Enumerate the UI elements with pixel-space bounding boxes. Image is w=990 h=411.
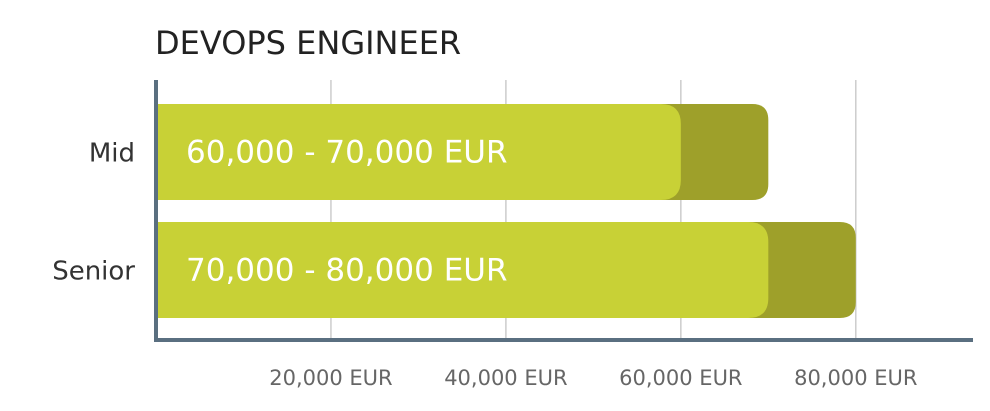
x-tick-label: 60,000 EUR bbox=[619, 366, 742, 390]
bar-low bbox=[156, 222, 769, 318]
bar-high bbox=[660, 104, 769, 200]
y-tick-label: Mid bbox=[89, 139, 135, 169]
value-label: 70,000 - 80,000 EUR bbox=[186, 253, 508, 289]
chart-title: DEVOPS ENGINEER bbox=[155, 24, 461, 62]
x-tick-label: 40,000 EUR bbox=[444, 366, 567, 390]
x-tick-label: 80,000 EUR bbox=[794, 366, 917, 390]
bar-high bbox=[748, 222, 856, 318]
y-tick-label: Senior bbox=[52, 257, 135, 287]
x-tick-label: 20,000 EUR bbox=[269, 366, 392, 390]
bar-low bbox=[156, 104, 681, 200]
value-label: 60,000 - 70,000 EUR bbox=[186, 135, 508, 171]
